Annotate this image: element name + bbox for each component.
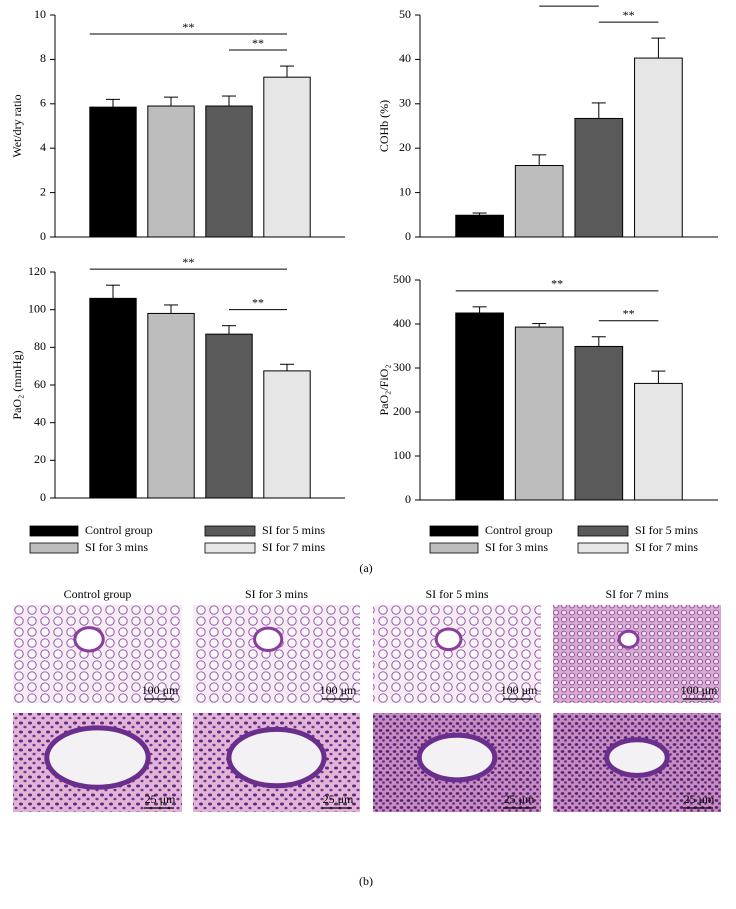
y-tick-label: 40	[399, 51, 411, 65]
bar	[89, 106, 137, 238]
airway	[253, 626, 284, 652]
y-tick-label: 10	[34, 7, 46, 21]
scale-label: 100 μm	[320, 683, 357, 697]
legend-label: SI for 3 mins	[85, 540, 148, 554]
y-tick-label: 0	[40, 490, 46, 504]
y-tick-label: 8	[40, 51, 46, 65]
micrograph	[193, 605, 360, 703]
scale-label: 100 μm	[501, 683, 538, 697]
scale-label: 25 μm	[684, 792, 715, 806]
legend-swatch	[577, 525, 629, 537]
bar	[574, 117, 624, 238]
y-tick-label: 40	[34, 414, 46, 428]
y-tick-label: 100	[28, 301, 46, 315]
bar	[147, 312, 195, 499]
y-tick-label: 100	[393, 448, 411, 462]
airway	[617, 629, 640, 649]
legend-label: SI for 5 mins	[262, 523, 325, 537]
bar	[263, 370, 311, 499]
legend-label: SI for 5 mins	[635, 523, 698, 537]
y-tick-label: 60	[34, 377, 46, 391]
y-tick-label: 50	[399, 7, 411, 21]
y-axis-label: PaO₂ (mmHg)	[10, 350, 24, 419]
scale-label: 100 μm	[681, 683, 718, 697]
y-tick-label: 6	[40, 96, 46, 110]
y-tick-label: 500	[393, 272, 411, 286]
column-title: SI for 3 mins	[245, 587, 308, 601]
bar	[147, 105, 195, 238]
legend-label: SI for 7 mins	[635, 540, 698, 554]
column-title: Control group	[64, 587, 132, 601]
airway	[604, 737, 670, 778]
legend-label: SI for 7 mins	[262, 540, 325, 554]
airway	[226, 726, 327, 789]
y-tick-label: 300	[393, 360, 411, 374]
legend-swatch	[429, 542, 479, 554]
y-tick-label: 0	[40, 229, 46, 243]
y-tick-label: 120	[28, 264, 46, 278]
scale-label: 25 μm	[504, 792, 535, 806]
bar	[89, 297, 137, 499]
bar	[205, 105, 253, 238]
y-tick-label: 20	[34, 452, 46, 466]
micrograph	[13, 605, 182, 703]
significance-label: **	[252, 295, 264, 309]
bar	[574, 345, 624, 501]
y-axis-label: PaO₂/FiO₂	[377, 364, 391, 415]
bar	[455, 214, 504, 238]
y-tick-label: 20	[399, 140, 411, 154]
significance-label: **	[252, 36, 264, 50]
legend-swatch	[204, 542, 256, 554]
y-tick-label: 0	[405, 229, 411, 243]
scale-label: 25 μm	[323, 792, 354, 806]
y-tick-label: 30	[399, 96, 411, 110]
significance-label: **	[551, 277, 563, 291]
y-axis-label: Wet/dry ratio	[10, 94, 24, 157]
significance-label: **	[182, 20, 194, 34]
significance-label: **	[563, 0, 575, 6]
airway	[73, 626, 105, 653]
airway	[416, 732, 498, 783]
legend-swatch	[577, 542, 629, 554]
y-axis-label: COHb (%)	[377, 100, 391, 152]
legend-swatch	[429, 525, 479, 537]
significance-label: **	[182, 255, 194, 269]
bar	[455, 312, 504, 501]
bar	[263, 76, 311, 238]
panel-label: (a)	[359, 561, 372, 575]
legend-swatch	[29, 525, 79, 537]
scale-label: 100 μm	[142, 683, 179, 697]
legend-label: Control group	[485, 523, 553, 537]
y-tick-label: 2	[40, 184, 46, 198]
legend-swatch	[204, 525, 256, 537]
y-tick-label: 4	[40, 140, 46, 154]
micrograph	[553, 605, 721, 703]
y-tick-label: 0	[405, 492, 411, 506]
bar	[634, 382, 683, 501]
y-tick-label: 200	[393, 404, 411, 418]
panel-label: (b)	[359, 874, 373, 888]
micrograph	[373, 605, 541, 703]
y-tick-label: 10	[399, 184, 411, 198]
significance-label: **	[623, 8, 635, 22]
y-tick-label: 400	[393, 316, 411, 330]
legend-label: Control group	[85, 523, 153, 537]
scale-label: 25 μm	[145, 792, 176, 806]
bar	[205, 333, 253, 499]
bar	[514, 165, 564, 238]
bar	[634, 57, 683, 238]
bar	[514, 326, 564, 501]
significance-label: **	[623, 307, 635, 321]
legend-label: SI for 3 mins	[485, 540, 548, 554]
column-title: SI for 7 mins	[606, 587, 669, 601]
airway	[434, 627, 463, 652]
column-title: SI for 5 mins	[426, 587, 489, 601]
legend-swatch	[29, 542, 79, 554]
y-tick-label: 80	[34, 339, 46, 353]
airway	[44, 725, 151, 790]
